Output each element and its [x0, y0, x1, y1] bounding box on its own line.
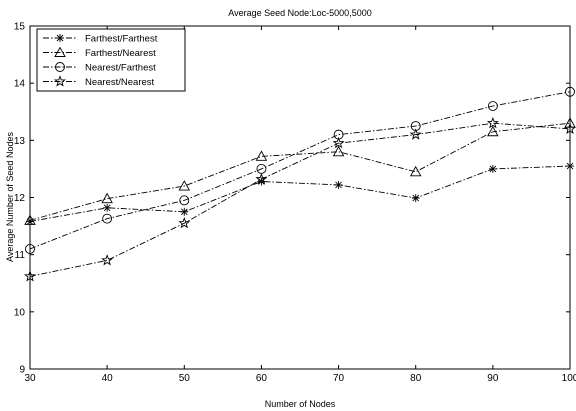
- legend-entry: Farthest/Farthest: [43, 34, 158, 45]
- legend-label: Farthest/Farthest: [85, 34, 158, 45]
- y-tick-label: 11: [15, 250, 26, 261]
- series-line: [29, 91, 571, 250]
- data-point-circle-marker: [179, 195, 190, 206]
- data-point-star-marker: [486, 116, 499, 129]
- x-tick-label: 70: [333, 373, 345, 384]
- x-tick-label: 40: [102, 373, 114, 384]
- legend: Farthest/Farthest Farthest/Nearest Nearest…: [36, 28, 186, 92]
- x-axis-label: Number of Nodes: [265, 399, 336, 409]
- data-point-triangle-marker: [409, 165, 422, 177]
- data-point-star-marker: [178, 216, 191, 229]
- data-point-circle-marker: [565, 86, 575, 97]
- data-point-asterisk-marker: [411, 194, 420, 203]
- x-tick-label: 50: [179, 373, 191, 384]
- series-line: [29, 122, 571, 277]
- data-point-triangle-marker: [101, 192, 113, 204]
- data-point-star-marker: [255, 172, 268, 185]
- legend-entry: Farthest/Nearest: [43, 46, 156, 59]
- data-point-asterisk-marker: [334, 180, 343, 189]
- x-tick-label: 80: [410, 373, 422, 384]
- chart-title: Average Seed Node:Loc-5000,5000: [228, 8, 371, 18]
- data-point-triangle-marker: [24, 214, 36, 225]
- data-point-circle-marker: [102, 213, 113, 224]
- data-point-star-marker: [101, 254, 114, 266]
- legend-entry: Nearest/Nearest: [43, 75, 155, 88]
- series-farthest-farthest: [26, 162, 574, 226]
- series-line: [29, 165, 571, 222]
- y-tick-label: 10: [14, 307, 26, 318]
- data-point-triangle-marker: [564, 117, 576, 128]
- x-tick-label: 30: [24, 373, 36, 384]
- data-point-triangle-marker: [255, 150, 268, 161]
- data-point-star-marker: [564, 122, 576, 134]
- data-point-asterisk-marker: [56, 34, 64, 42]
- y-tick-label: 15: [14, 22, 26, 33]
- x-tick-label: 60: [256, 373, 268, 384]
- legend-label: Farthest/Nearest: [85, 48, 156, 59]
- axis-ticks: 30 40 50 60 70 80 90 100 9 10 11 12 13 14 15: [14, 22, 576, 385]
- data-point-asterisk-marker: [103, 203, 112, 212]
- data-point-star-marker: [409, 128, 422, 140]
- legend-label: Nearest/Farthest: [85, 63, 156, 74]
- y-tick-label: 14: [14, 79, 26, 90]
- y-tick-label: 9: [19, 365, 25, 376]
- series-farthest-nearest: [24, 117, 576, 225]
- data-point-star-marker: [54, 75, 66, 87]
- data-point-star-marker: [24, 270, 36, 282]
- y-axis-label: Average Number of Seed Nodes: [5, 132, 15, 262]
- series-nearest-nearest: [24, 116, 576, 282]
- data-point-asterisk-marker: [488, 164, 497, 173]
- data-point-circle-marker: [25, 243, 35, 254]
- data-point-triangle-marker: [178, 180, 191, 191]
- data-point-triangle-marker: [487, 125, 499, 137]
- data-point-circle-marker: [55, 62, 65, 72]
- series-line: [29, 122, 571, 221]
- data-point-triangle-marker: [54, 46, 66, 57]
- x-tick-label: 100: [562, 373, 576, 384]
- data-point-circle-marker: [487, 101, 498, 111]
- data-point-asterisk-marker: [566, 162, 574, 171]
- y-tick-label: 12: [14, 193, 26, 204]
- y-tick-label: 13: [14, 136, 26, 147]
- legend-label: Nearest/Nearest: [85, 77, 155, 88]
- data-point-triangle-marker: [332, 145, 345, 157]
- legend-entry: Nearest/Farthest: [43, 62, 156, 74]
- data-point-asterisk-marker: [180, 207, 189, 216]
- data-point-star-marker: [332, 136, 345, 149]
- series-nearest-farthest: [25, 86, 575, 254]
- series-layer: [24, 86, 576, 282]
- x-tick-label: 90: [487, 373, 499, 384]
